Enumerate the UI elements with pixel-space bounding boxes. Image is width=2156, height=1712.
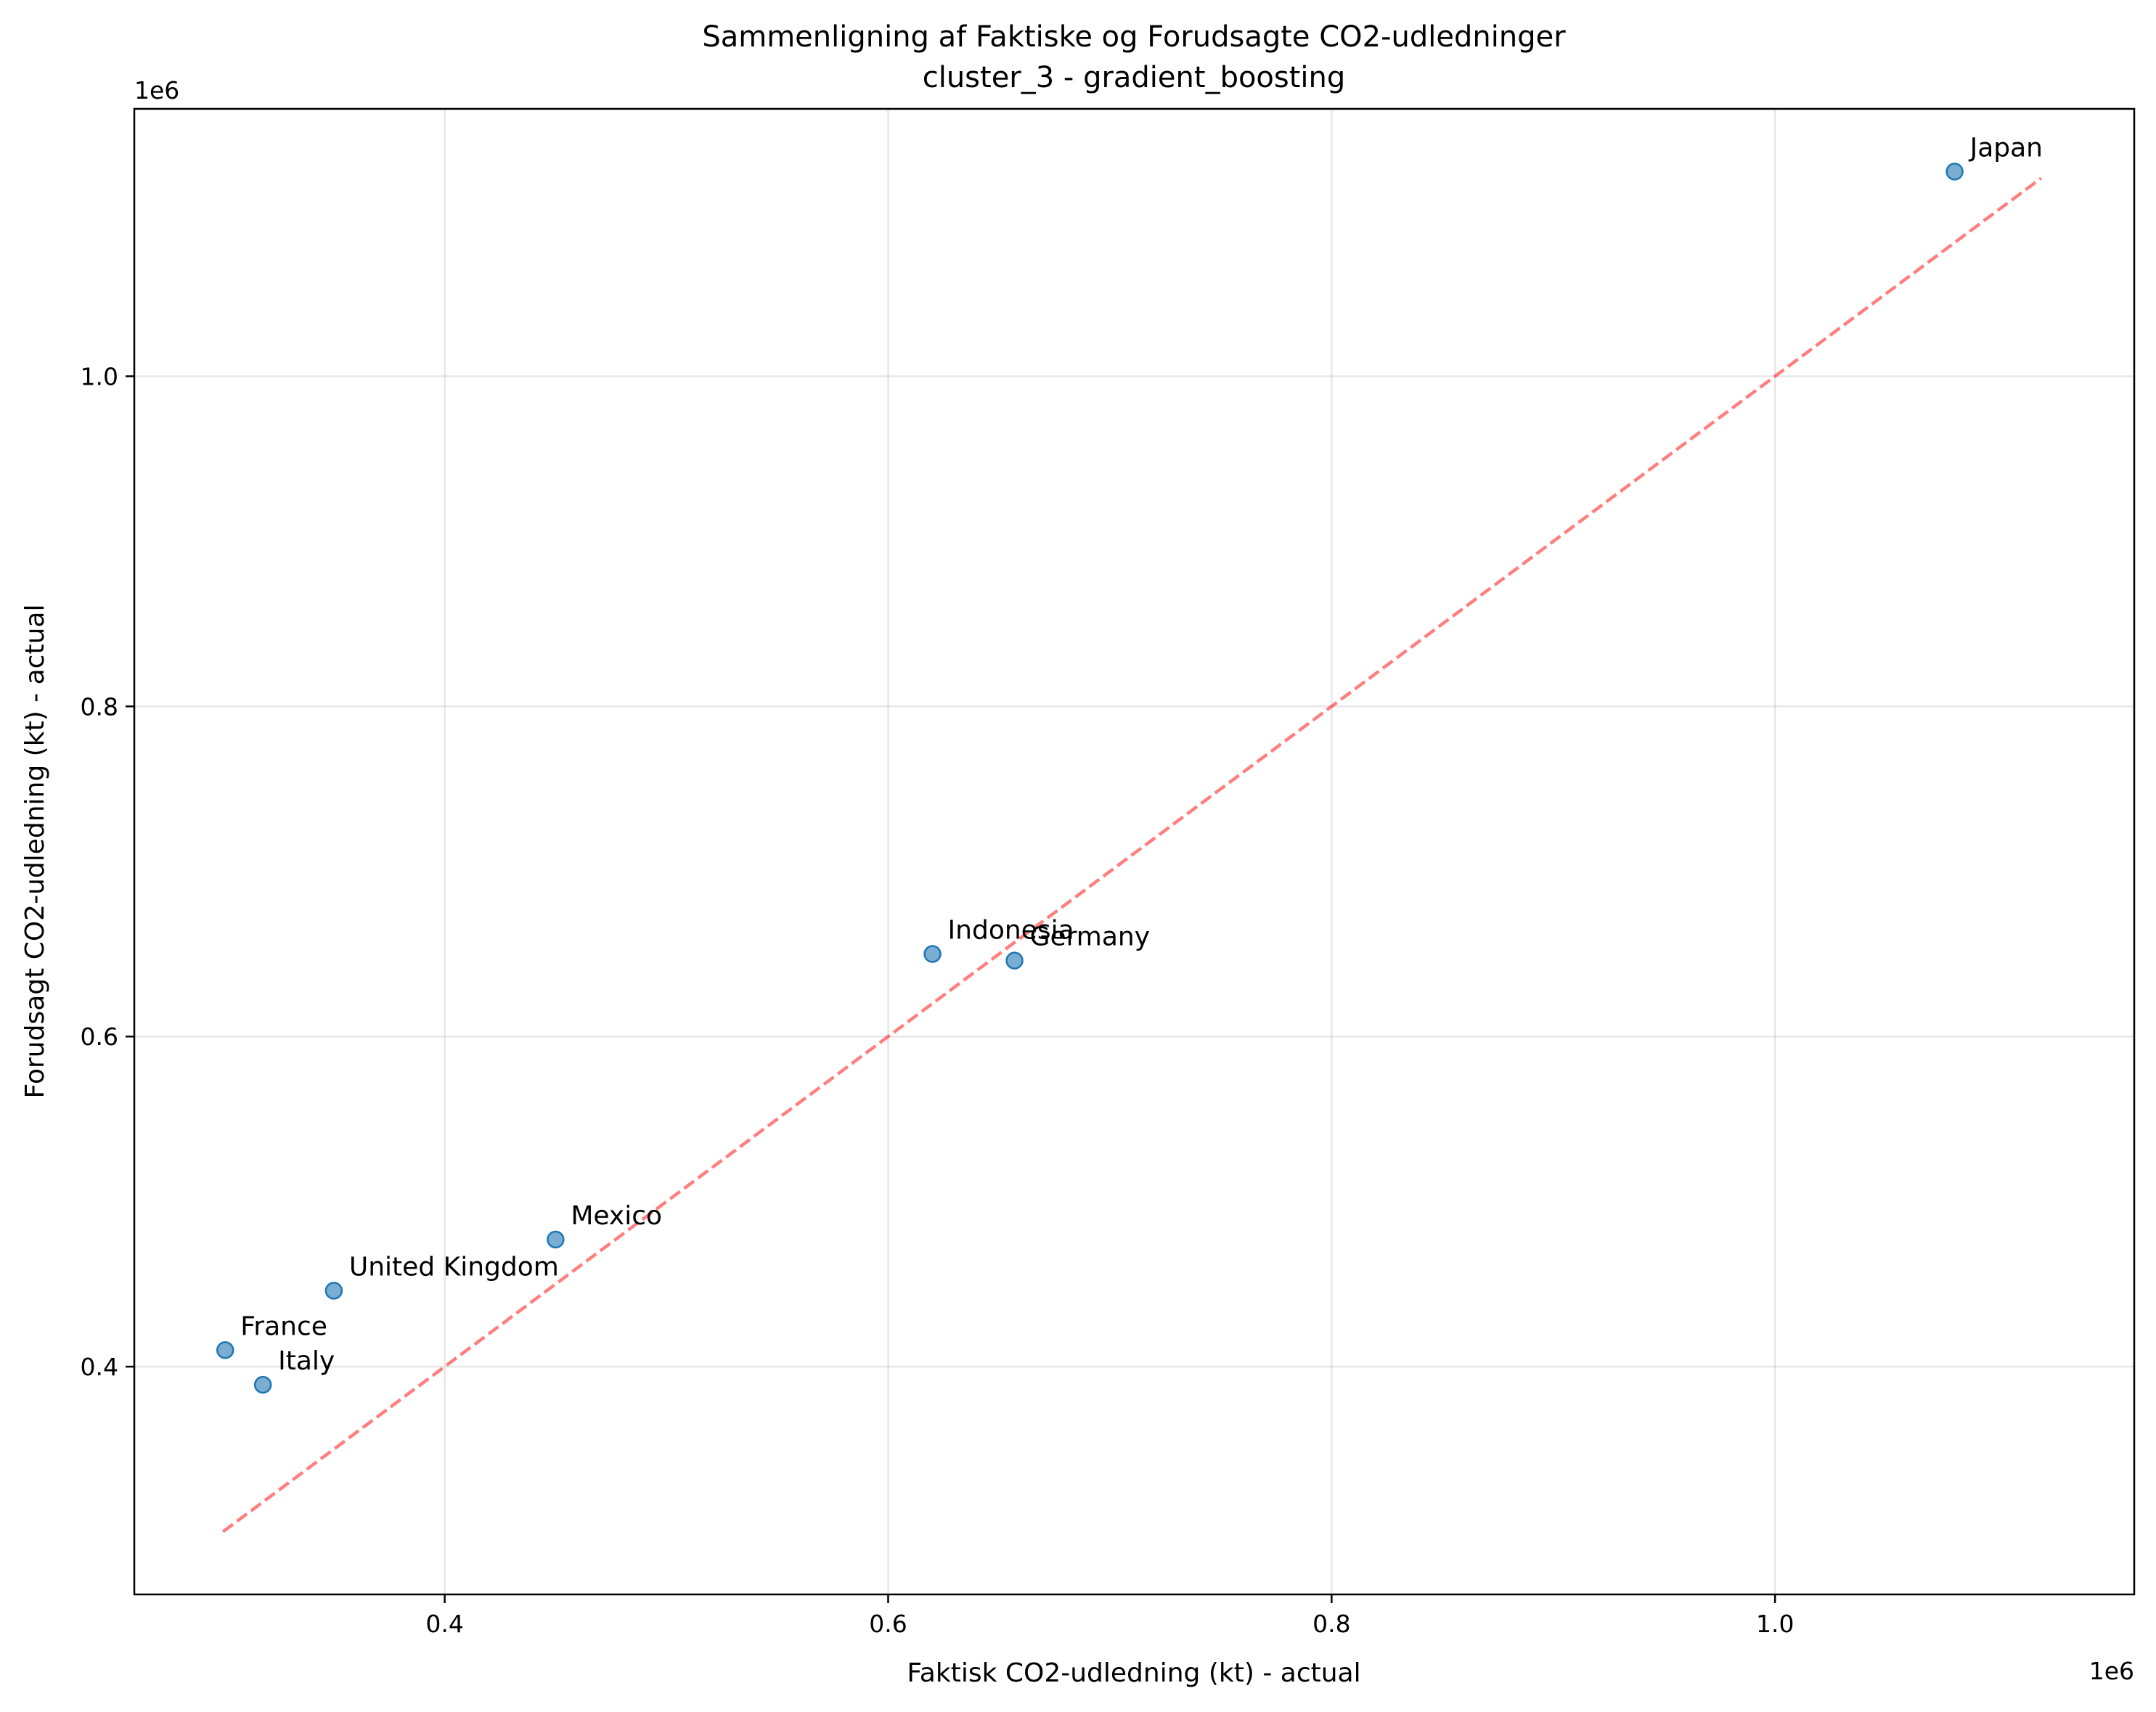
y-axis-ticks: 0.4 0.6 0.8 1.0 bbox=[81, 362, 134, 1381]
chart-title-line2: cluster_3 - gradient_boosting bbox=[923, 61, 1346, 94]
data-point bbox=[923, 945, 942, 963]
data-point bbox=[253, 1375, 272, 1394]
point-label: Mexico bbox=[571, 1201, 662, 1231]
chart-title-line1: Sammenligning af Faktiske og Forudsagte … bbox=[702, 20, 1566, 54]
plot-area-frame bbox=[133, 107, 2136, 1596]
x-axis-label: Faktisk CO2-udledning (kt) - actual bbox=[907, 1658, 1360, 1688]
x-tick-label: 0.4 bbox=[425, 1610, 463, 1638]
y-tick-label: 0.4 bbox=[81, 1353, 118, 1381]
point-label: Italy bbox=[278, 1346, 335, 1376]
data-point bbox=[324, 1282, 343, 1300]
y-tick-label: 0.6 bbox=[81, 1023, 118, 1051]
x-tick-label: 0.6 bbox=[869, 1610, 907, 1638]
x-tick-label: 0.8 bbox=[1312, 1610, 1350, 1638]
x-axis-ticks: 0.4 0.6 0.8 1.0 bbox=[425, 1594, 1794, 1638]
y-axis-label: Forudsagt CO2-udledning (kt) - actual bbox=[20, 605, 50, 1099]
data-point bbox=[1945, 163, 1964, 181]
point-label: Germany bbox=[1030, 922, 1150, 952]
grid-lines bbox=[134, 109, 2134, 1594]
point-label: Japan bbox=[1969, 133, 2043, 163]
reference-line-layer bbox=[221, 176, 2043, 1533]
y-offset-label: 1e6 bbox=[134, 76, 179, 105]
point-label: France bbox=[240, 1311, 327, 1341]
reference-line bbox=[221, 176, 2043, 1533]
y-tick-label: 0.8 bbox=[81, 692, 118, 721]
data-point bbox=[216, 1341, 234, 1359]
point-label: United Kingdom bbox=[349, 1253, 559, 1282]
y-tick-label: 1.0 bbox=[81, 362, 118, 390]
x-offset-label: 1e6 bbox=[2089, 1657, 2134, 1685]
data-points bbox=[216, 163, 1964, 1394]
x-tick-label: 1.0 bbox=[1756, 1610, 1794, 1638]
data-point bbox=[1005, 951, 1024, 970]
point-label: Indonesia bbox=[948, 916, 1074, 946]
data-point bbox=[547, 1230, 565, 1249]
